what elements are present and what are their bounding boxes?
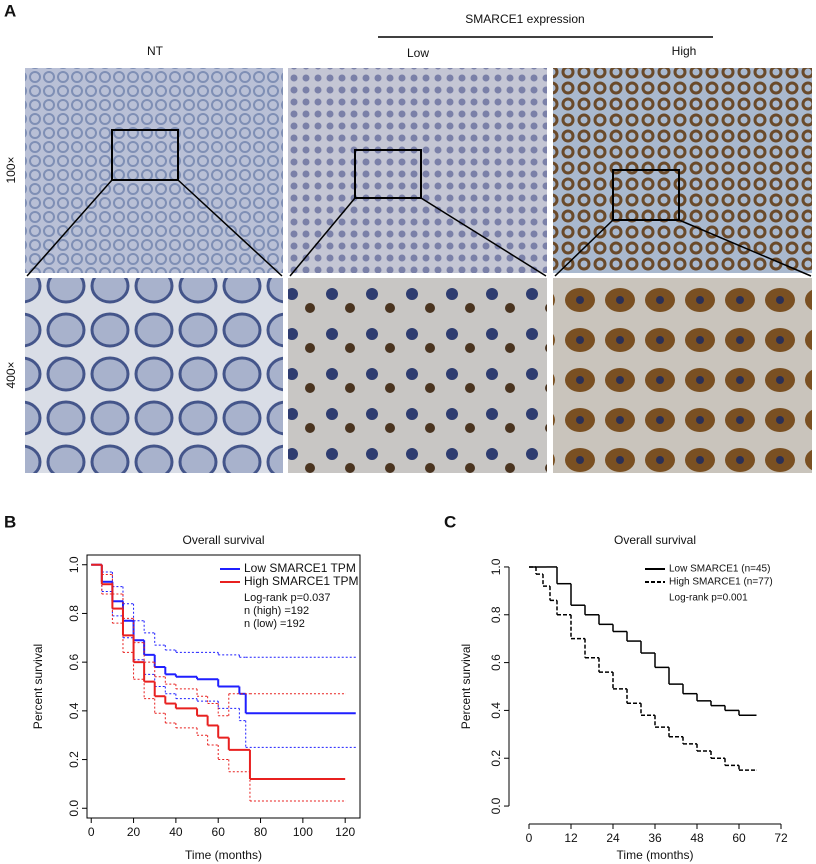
x-tick-label: 24 — [606, 831, 620, 845]
column-label: High — [672, 44, 697, 58]
legend-label: Low SMARCE1 (n=45) — [669, 564, 770, 575]
x-axis-label: Time (months) — [185, 848, 262, 862]
micrograph — [25, 278, 283, 473]
x-axis-label: Time (months) — [617, 848, 694, 862]
y-tick-label: 0.6 — [489, 654, 503, 671]
x-tick-label: 36 — [648, 831, 662, 845]
annotation: n (high) =192 — [244, 605, 309, 617]
column-label: NT — [147, 44, 164, 58]
y-axis-label: Percent survival — [31, 644, 45, 729]
legend-label: High SMARCE1 (n=77) — [669, 577, 773, 588]
micrograph — [288, 278, 547, 473]
x-tick-label: 60 — [212, 825, 226, 839]
y-axis-label: Percent survival — [459, 644, 473, 729]
x-tick-label: 80 — [254, 825, 268, 839]
annotation: n (low) =192 — [244, 618, 305, 630]
zoom-lines — [26, 179, 812, 277]
plot-frame — [86, 554, 361, 819]
x-tick-label: 100 — [293, 825, 313, 839]
x-tick-label: 20 — [127, 825, 141, 839]
chart-title: Overall survival — [182, 533, 264, 547]
panel-label: C — [444, 512, 456, 531]
y-tick-label: 0.2 — [67, 751, 81, 768]
zoom-box — [111, 129, 179, 181]
column-header: SMARCE1 expression — [465, 12, 584, 26]
x-tick-label: 12 — [564, 831, 578, 845]
y-tick-label: 0.4 — [67, 702, 81, 719]
zoom-box — [354, 149, 422, 199]
y-tick-label: 0.8 — [67, 605, 81, 622]
micrograph — [553, 68, 812, 273]
micrograph — [25, 68, 283, 273]
y-tick-label: 0.8 — [489, 606, 503, 623]
y-tick-label: 0.2 — [489, 750, 503, 767]
column-label: Low — [407, 46, 429, 60]
annotation: Log-rank p=0.001 — [669, 593, 748, 604]
panel-label: B — [4, 512, 16, 531]
panel-a: A SMARCE1 expression NT Low High 100× 40… — [4, 1, 812, 531]
panel-label: A — [4, 1, 16, 20]
x-tick-label: 40 — [169, 825, 183, 839]
zoom-box — [612, 169, 680, 221]
y-tick-label: 0.0 — [67, 800, 81, 817]
y-tick-label: 1.0 — [489, 558, 503, 575]
y-tick-label: 0.0 — [489, 797, 503, 814]
x-tick-label: 48 — [690, 831, 704, 845]
y-tick-label: 0.6 — [67, 653, 81, 670]
legend-label: High SMARCE1 TPM — [244, 574, 358, 588]
x-tick-label: 72 — [774, 831, 788, 845]
x-tick-label: 0 — [88, 825, 95, 839]
micrograph — [288, 68, 547, 273]
chart-title: Overall survival — [614, 533, 696, 547]
annotation: Log-rank p=0.037 — [244, 592, 331, 604]
micrograph — [553, 278, 812, 473]
row-label: 400× — [4, 361, 18, 388]
legend-label: Low SMARCE1 TPM — [244, 561, 356, 575]
x-tick-label: 60 — [732, 831, 746, 845]
x-tick-label: 0 — [526, 831, 533, 845]
x-tick-label: 120 — [335, 825, 355, 839]
y-tick-label: 0.4 — [489, 702, 503, 719]
row-label: 100× — [4, 156, 18, 183]
y-tick-label: 1.0 — [67, 556, 81, 573]
